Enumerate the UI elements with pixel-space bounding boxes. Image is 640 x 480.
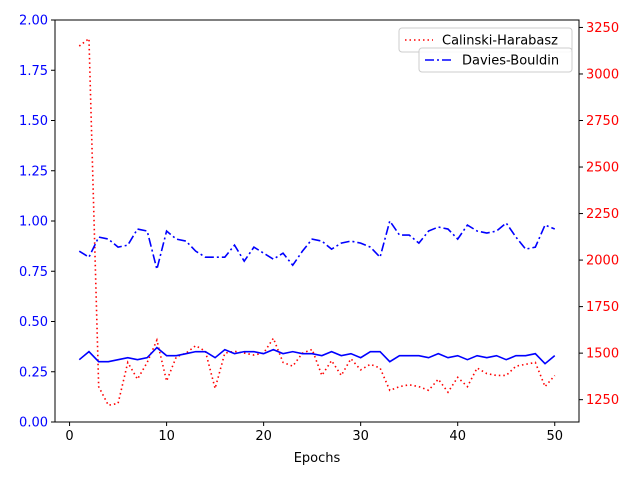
- series-layer: [78, 37, 556, 407]
- axes-layer: 0 10 20 30 40 50 0.00 0.25 0.50 0.75 1.00 1.25 1.50 1…: [19, 14, 619, 445]
- y-left-tick-label: 0.25: [19, 365, 48, 380]
- legend-label: Calinski-Harabasz: [442, 34, 558, 49]
- y-right-tick-label: 2000: [586, 254, 619, 269]
- y-right-tick-label: 2750: [586, 114, 619, 129]
- series-line-unlabeled-2: [78, 346, 556, 365]
- y-right-tick-label: 1750: [586, 300, 619, 315]
- series-line-davies-bouldin: [78, 219, 556, 270]
- x-tick-label: 10: [158, 429, 175, 444]
- y-left-tick-label: 0.50: [19, 315, 48, 330]
- y-left-tick-label: 0.75: [19, 265, 48, 280]
- series-line-calinski-harabasz: [78, 37, 556, 407]
- y-right-tick-label: 3250: [586, 21, 619, 36]
- y-left-tick-label: 1.50: [19, 114, 48, 129]
- x-tick-label: 20: [255, 429, 272, 444]
- y-left-tick-label: 2.00: [19, 14, 48, 29]
- x-tick-label: 40: [449, 429, 466, 444]
- legend: Calinski-Harabasz Davies-Bouldin: [398, 27, 573, 73]
- y-right-tick-label: 2500: [586, 161, 619, 176]
- y-right-tick-label: 2250: [586, 207, 619, 222]
- x-tick-label: 30: [352, 429, 369, 444]
- legend-box: [418, 47, 573, 73]
- y-left-tick-label: 1.25: [19, 164, 48, 179]
- x-axis-label: Epochs: [294, 451, 341, 466]
- plot-frame: [54, 19, 580, 423]
- y-right-tick-label: 1500: [586, 347, 619, 362]
- y-right-tick-label: 1250: [586, 393, 619, 408]
- legend-label: Davies-Bouldin: [462, 54, 559, 69]
- x-tick-label: 0: [65, 429, 73, 444]
- y-left-tick-label: 1.00: [19, 215, 48, 230]
- y-left-tick-label: 0.00: [19, 416, 48, 431]
- y-left-tick-label: 1.75: [19, 64, 48, 79]
- y-right-tick-label: 3000: [586, 67, 619, 82]
- x-tick-label: 50: [546, 429, 563, 444]
